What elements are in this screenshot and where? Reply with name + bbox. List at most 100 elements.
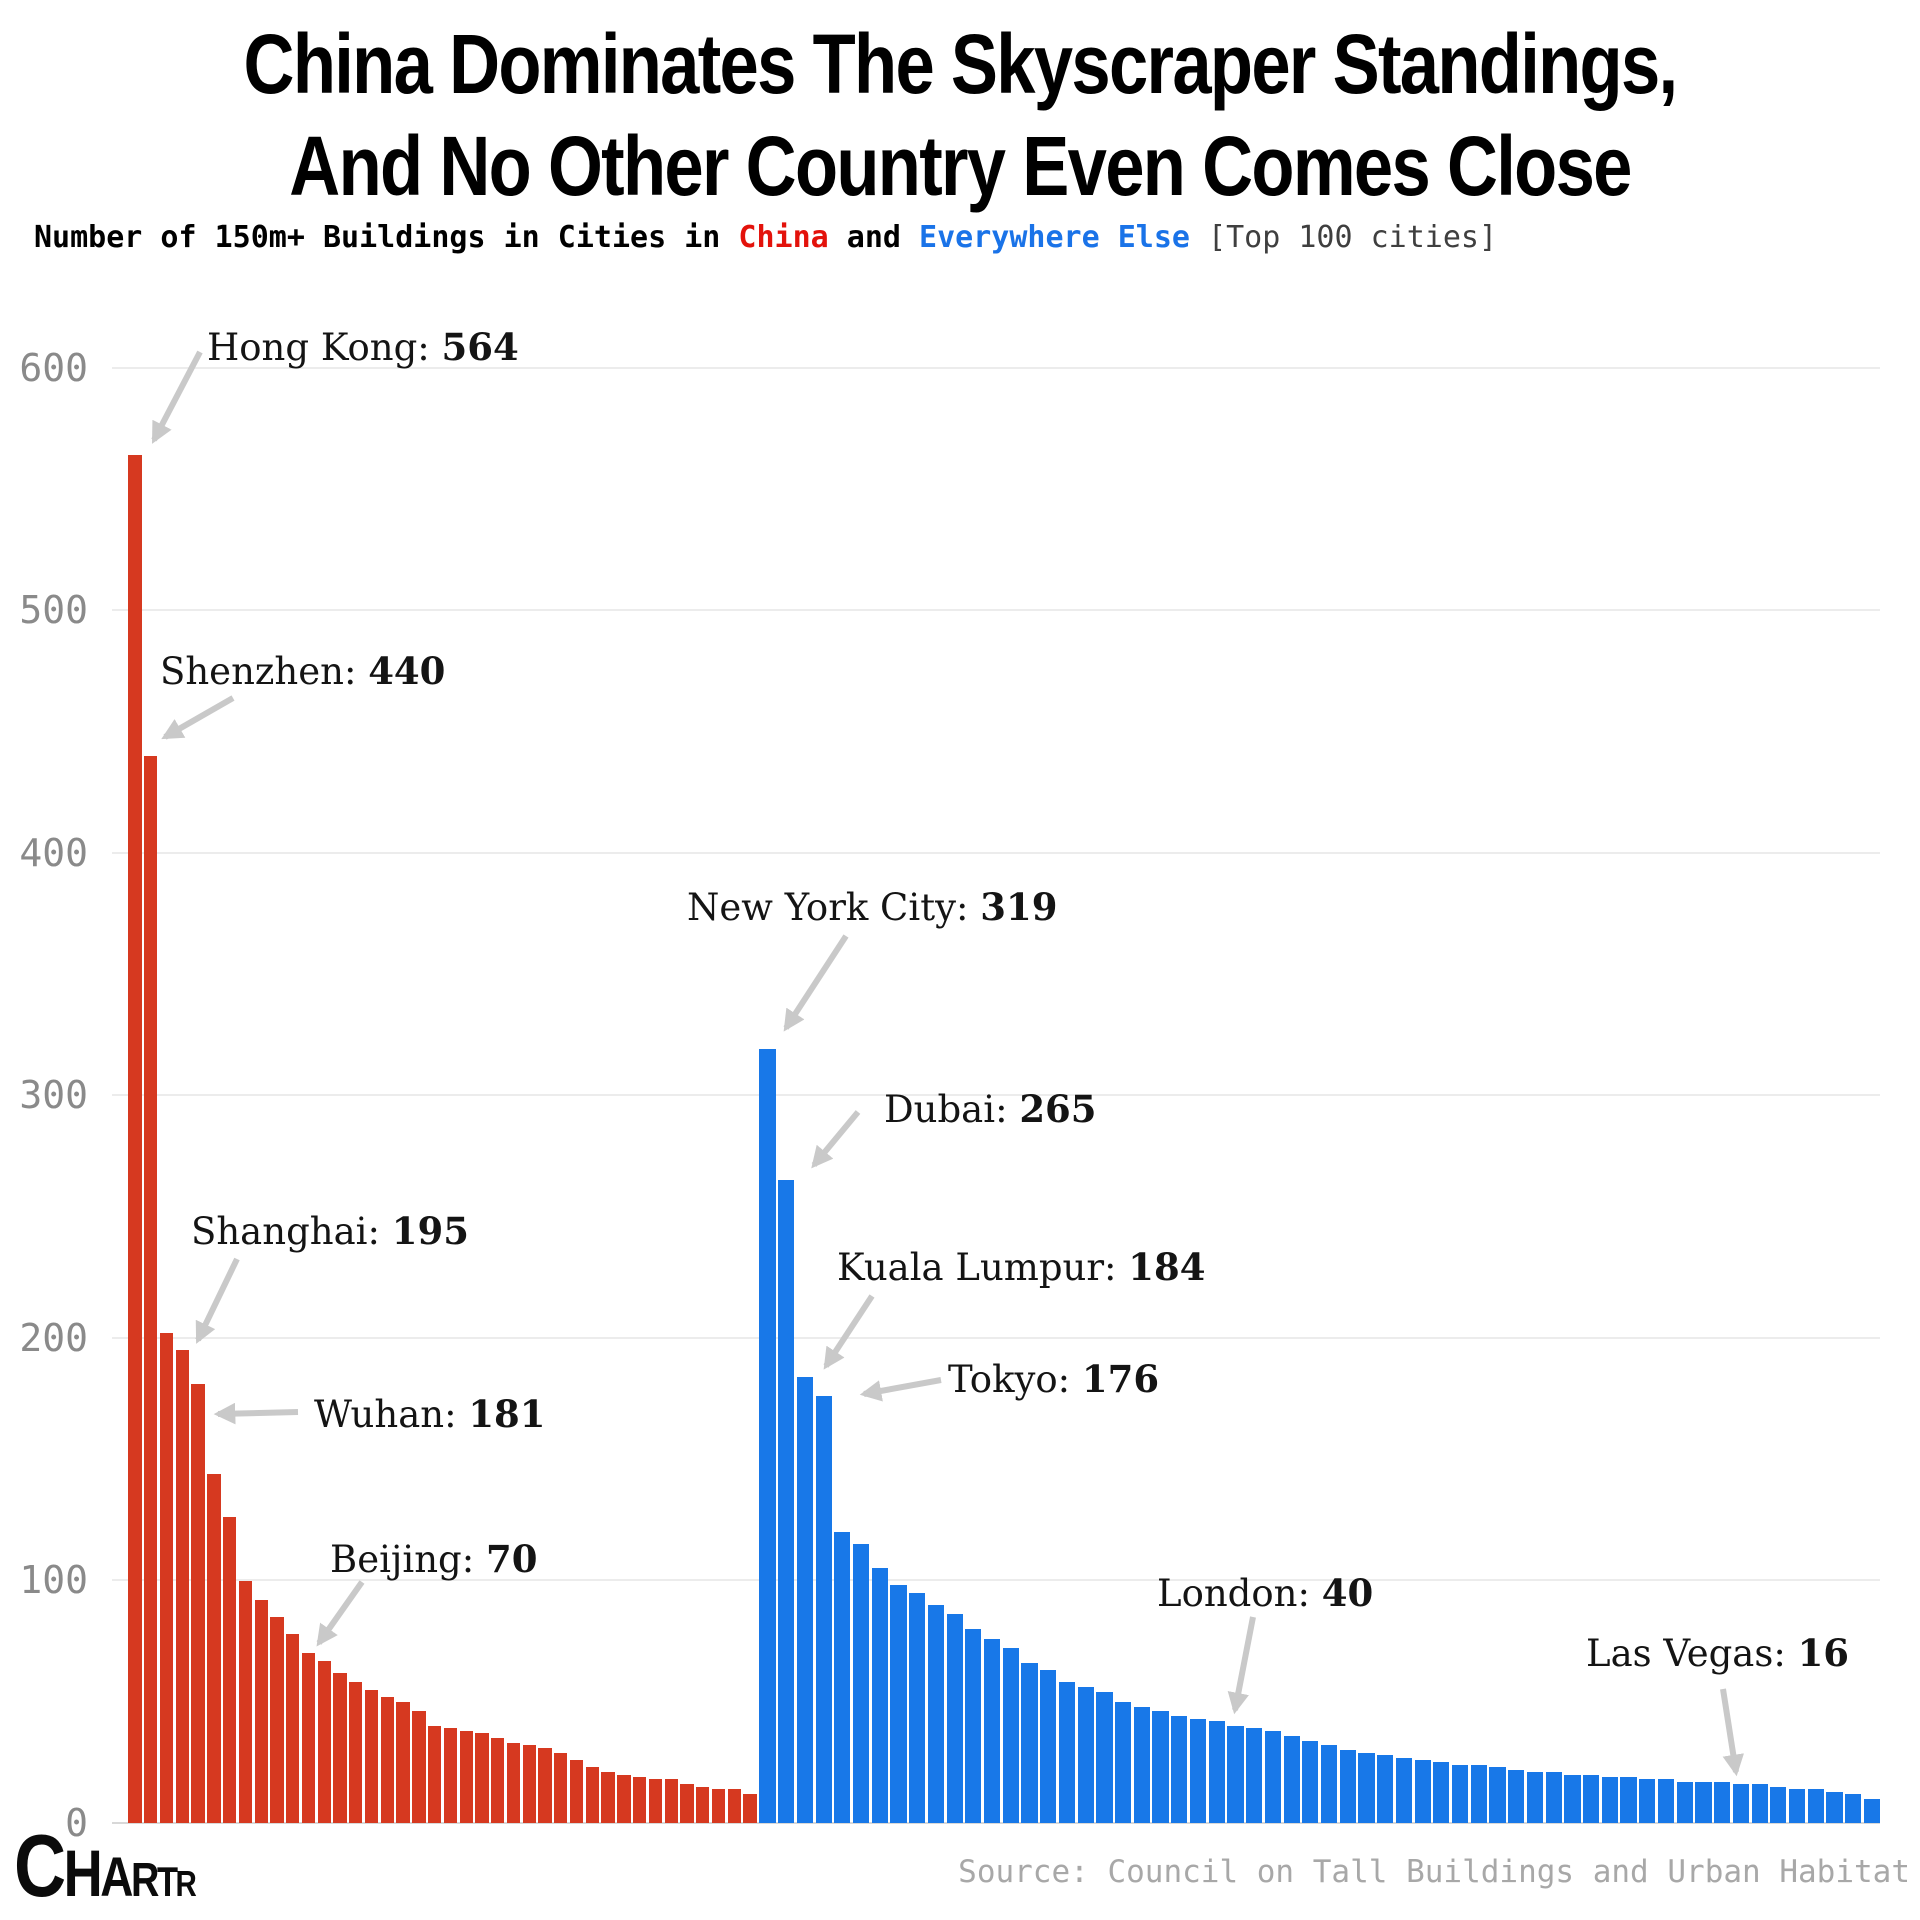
bar-everywhere-else-11 [946, 1614, 963, 1823]
logo-letter-1: C [14, 1816, 66, 1915]
arrow-shenzhen [161, 695, 235, 740]
annotation-value: 564 [441, 325, 519, 369]
bar-china-18 [396, 1701, 410, 1823]
bar-everywhere-else-39 [1470, 1764, 1487, 1823]
annotation-beijing: Beijing: 70 [330, 1538, 537, 1581]
annotation-value: 184 [1128, 1245, 1206, 1289]
bar-everywhere-else-7 [871, 1568, 888, 1823]
bar-everywhere-else-23 [1171, 1716, 1188, 1823]
annotation-las-vegas: Las Vegas: 16 [1586, 1632, 1849, 1675]
subtitle-note: [Top 100 cities] [1189, 220, 1498, 255]
bar-china-10 [270, 1616, 284, 1823]
bar-london [1227, 1726, 1244, 1823]
bar-china-27 [538, 1747, 552, 1823]
annotation-value: 181 [468, 1392, 546, 1436]
bar-beijing [301, 1653, 316, 1823]
bar-china-39 [727, 1789, 741, 1823]
bar-kuala-lumpur [796, 1376, 813, 1823]
bar-everywhere-else-28 [1264, 1730, 1281, 1823]
bar-shenzhen [144, 755, 158, 1823]
bar-china-16 [364, 1689, 379, 1823]
bar-everywhere-else-49 [1657, 1779, 1675, 1823]
annotation-city: Shanghai: [191, 1210, 392, 1253]
annotation-city: Tokyo: [948, 1358, 1082, 1401]
bar-hong-kong [128, 455, 142, 1823]
annotation-city: Las Vegas: [1586, 1632, 1798, 1675]
bar-china-24 [491, 1738, 505, 1823]
bar-shanghai [175, 1350, 189, 1823]
bar-everywhere-else-42 [1526, 1772, 1544, 1823]
bar-everywhere-else-58 [1826, 1791, 1843, 1823]
bar-china-35 [664, 1779, 678, 1823]
annotation-value: 265 [1019, 1087, 1097, 1131]
bar-china-11 [286, 1633, 300, 1823]
bar-china-33 [632, 1776, 647, 1823]
bar-china-40 [743, 1793, 757, 1823]
bar-china-32 [617, 1774, 631, 1823]
chart-title-line1: China Dominates The Skyscraper Standings… [243, 17, 1679, 111]
chart-title-line2: And No Other Country Even Comes Close [289, 119, 1632, 213]
annotation-value: 440 [368, 649, 446, 693]
y-tick-label-0: 0 [65, 1801, 88, 1845]
bar-china-30 [585, 1767, 599, 1823]
bar-everywhere-else-13 [983, 1638, 1001, 1823]
y-tick-label-600: 600 [19, 345, 88, 390]
logo-letter-2: H [63, 1836, 103, 1910]
bar-everywhere-else-14 [1002, 1648, 1019, 1823]
bar-china-31 [601, 1772, 615, 1823]
bar-everywhere-else-8 [890, 1585, 907, 1823]
annotation-wuhan: Wuhan: 181 [314, 1393, 546, 1436]
annotation-hong-kong: Hong Kong: 564 [207, 326, 519, 369]
gridline-400 [112, 851, 1880, 854]
bar-china-25 [506, 1743, 521, 1823]
bar-china-28 [554, 1752, 568, 1823]
logo-letter-4: R [131, 1854, 159, 1907]
x-axis-line [112, 1822, 1880, 1824]
logo-letter-6: R [175, 1863, 197, 1904]
bar-china-9 [254, 1599, 268, 1823]
gridline-300 [112, 1094, 1880, 1097]
annotation-kuala-lumpur: Kuala Lumpur: 184 [837, 1246, 1206, 1289]
bar-everywhere-else-6 [852, 1544, 870, 1823]
bar-china-14 [333, 1672, 347, 1823]
bar-everywhere-else-47 [1620, 1776, 1637, 1823]
bar-everywhere-else-21 [1133, 1706, 1150, 1823]
bar-everywhere-else-45 [1583, 1774, 1600, 1823]
bar-everywhere-else-57 [1807, 1789, 1824, 1823]
subtitle-else-label: Everywhere Else [919, 220, 1190, 255]
bar-everywhere-else-22 [1152, 1711, 1169, 1823]
bar-everywhere-else-32 [1339, 1750, 1356, 1823]
bar-everywhere-else-16 [1040, 1670, 1057, 1823]
bar-everywhere-else-44 [1564, 1774, 1581, 1823]
bar-china-38 [711, 1789, 726, 1823]
gridline-100 [112, 1579, 1880, 1582]
bar-new-york-city [759, 1049, 776, 1823]
bar-everywhere-else-54 [1751, 1784, 1768, 1823]
gridline-500 [112, 609, 1880, 612]
y-tick-label-500: 500 [19, 588, 88, 633]
annotation-shanghai: Shanghai: 195 [191, 1210, 469, 1253]
bar-everywhere-else-19 [1096, 1692, 1113, 1823]
bar-china-23 [475, 1733, 489, 1823]
arrow-hong-kong [151, 350, 203, 444]
gridline-600 [112, 366, 1880, 369]
bar-china-34 [648, 1779, 663, 1823]
bar-china-8 [238, 1580, 253, 1823]
bar-everywhere-else-48 [1639, 1779, 1656, 1823]
bar-everywhere-else-50 [1676, 1781, 1693, 1823]
bar-everywhere-else-55 [1770, 1786, 1787, 1823]
bar-everywhere-else-10 [927, 1604, 945, 1823]
bar-everywhere-else-43 [1545, 1772, 1562, 1823]
bar-everywhere-else-15 [1021, 1662, 1038, 1823]
bar-china-20 [427, 1726, 442, 1823]
bar-china-19 [412, 1711, 426, 1823]
bar-everywhere-else-18 [1077, 1687, 1094, 1823]
bar-everywhere-else-24 [1189, 1718, 1207, 1823]
annotation-value: 40 [1321, 1571, 1374, 1615]
annotation-tokyo: Tokyo: 176 [948, 1358, 1159, 1401]
bar-tokyo [815, 1396, 832, 1823]
arrow-london [1227, 1616, 1256, 1715]
annotation-value: 16 [1797, 1631, 1850, 1675]
